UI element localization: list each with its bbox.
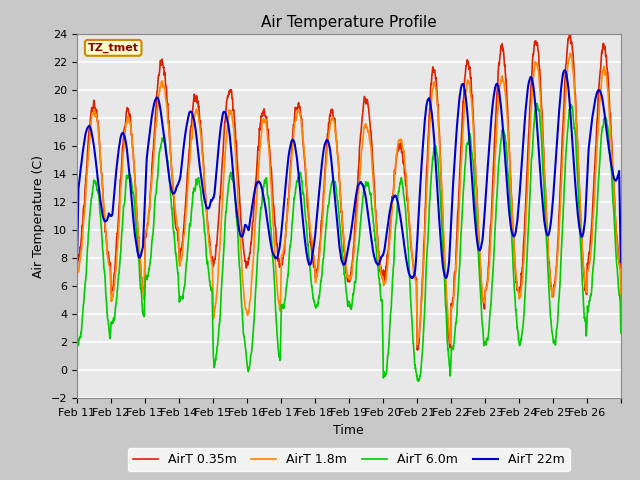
AirT 6.0m bbox=[617, 330, 625, 336]
AirT 1.8m bbox=[566, 50, 574, 56]
AirT 6.0m bbox=[544, 260, 552, 265]
AirT 6.0m bbox=[73, 348, 81, 354]
AirT 22m bbox=[561, 67, 568, 73]
AirT 0.35m bbox=[543, 231, 551, 237]
AirT 0.35m bbox=[381, 277, 389, 283]
X-axis label: Time: Time bbox=[333, 424, 364, 437]
Legend: AirT 0.35m, AirT 1.8m, AirT 6.0m, AirT 22m: AirT 0.35m, AirT 1.8m, AirT 6.0m, AirT 2… bbox=[127, 448, 570, 471]
AirT 1.8m bbox=[610, 180, 618, 186]
Line: AirT 6.0m: AirT 6.0m bbox=[77, 103, 621, 381]
AirT 22m bbox=[73, 274, 81, 280]
AirT 1.8m bbox=[543, 233, 551, 239]
AirT 6.0m bbox=[414, 378, 422, 384]
AirT 1.8m bbox=[413, 342, 421, 348]
AirT 0.35m bbox=[244, 255, 252, 261]
AirT 0.35m bbox=[73, 297, 81, 303]
AirT 0.35m bbox=[127, 128, 135, 134]
AirT 1.8m bbox=[381, 280, 389, 286]
AirT 0.35m bbox=[610, 175, 618, 180]
AirT 1.8m bbox=[513, 276, 520, 282]
AirT 22m bbox=[610, 174, 618, 180]
AirT 1.8m bbox=[127, 127, 135, 132]
AirT 6.0m bbox=[533, 100, 541, 106]
AirT 6.0m bbox=[244, 368, 252, 374]
AirT 22m bbox=[442, 275, 450, 281]
AirT 0.35m bbox=[617, 296, 625, 301]
AirT 22m bbox=[127, 191, 135, 196]
AirT 22m bbox=[543, 232, 551, 238]
AirT 22m bbox=[381, 241, 389, 247]
Text: TZ_tmet: TZ_tmet bbox=[88, 43, 139, 53]
AirT 1.8m bbox=[244, 309, 252, 314]
AirT 0.35m bbox=[566, 28, 574, 34]
Line: AirT 0.35m: AirT 0.35m bbox=[77, 31, 621, 350]
Line: AirT 22m: AirT 22m bbox=[77, 70, 621, 278]
Y-axis label: Air Temperature (C): Air Temperature (C) bbox=[32, 155, 45, 277]
Title: Air Temperature Profile: Air Temperature Profile bbox=[261, 15, 436, 30]
AirT 22m bbox=[617, 259, 625, 265]
AirT 1.8m bbox=[617, 293, 625, 299]
AirT 0.35m bbox=[414, 347, 422, 353]
AirT 22m bbox=[513, 223, 520, 229]
AirT 6.0m bbox=[381, 372, 389, 377]
Line: AirT 1.8m: AirT 1.8m bbox=[77, 53, 621, 345]
AirT 0.35m bbox=[513, 278, 520, 284]
AirT 22m bbox=[244, 228, 252, 233]
AirT 6.0m bbox=[127, 176, 135, 182]
AirT 6.0m bbox=[610, 204, 618, 210]
AirT 6.0m bbox=[513, 316, 520, 322]
AirT 1.8m bbox=[73, 318, 81, 324]
